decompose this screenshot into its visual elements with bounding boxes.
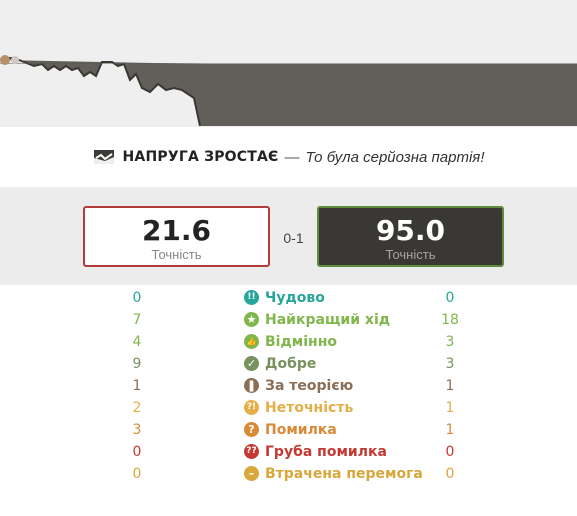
move-classification-label: Відмінно [265, 334, 337, 350]
move-stat-row[interactable]: 9 ✓ Добре 3 [0, 353, 577, 375]
move-classification-label: Чудово [265, 290, 325, 306]
white-move-count: 1 [132, 378, 142, 394]
white-move-count: 3 [132, 422, 142, 438]
move-classification-label: Найкращий хід [265, 312, 391, 328]
game-result: 0-1 [283, 230, 304, 246]
move-classification-label: Неточність [265, 400, 354, 416]
move-classification-label: Груба помилка [265, 444, 387, 460]
tension-graph-icon [93, 148, 115, 166]
white-accuracy-label: Точність [151, 247, 202, 262]
excellent-icon: 👍 [244, 334, 259, 349]
mistake-icon: ? [244, 422, 259, 437]
headline-subtitle: То була серйозна партія! [305, 148, 485, 166]
best-move-icon: ★ [244, 312, 259, 327]
white-accuracy-value: 21.6 [141, 214, 212, 247]
good-icon: ✓ [244, 356, 259, 371]
move-stat-row[interactable]: 3? Помилка 1 [0, 419, 577, 441]
brilliant-icon: !! [244, 290, 259, 305]
accuracy-bar: 21.6 Точність 0-1 95.0 Точність [0, 187, 577, 285]
move-classification-label: Добре [265, 356, 317, 372]
move-classification-label: Помилка [265, 422, 337, 438]
move-stat-row[interactable]: 4 👍 Відмінно 3 [0, 331, 577, 353]
move-stat-row[interactable]: 0 – Втрачена перемога 0 [0, 463, 577, 485]
blunder-icon: ?? [244, 444, 259, 459]
black-accuracy-card[interactable]: 95.0 Точність [317, 206, 504, 267]
black-move-count: 1 [445, 378, 455, 394]
game-headline: НАПРУГА ЗРОСТАЄ — То була серйозна парті… [0, 127, 577, 187]
black-accuracy-label: Точність [385, 247, 436, 262]
headline-dash: — [284, 148, 300, 166]
black-move-count: 18 [441, 312, 459, 328]
inaccuracy-icon: ?! [244, 400, 259, 415]
missed-win-icon: – [244, 466, 259, 481]
black-move-count: 3 [445, 334, 455, 350]
white-accuracy-card[interactable]: 21.6 Точність [83, 206, 270, 267]
black-move-count: 1 [445, 422, 455, 438]
white-move-count: 7 [132, 312, 142, 328]
white-move-count: 4 [132, 334, 142, 350]
move-classification-table: 0!! Чудово 0 7 ★ Найкращий хід 18 4 👍 Відмінно 3 9 ✓… [0, 287, 577, 485]
move-classification-label: Втрачена перемога [265, 466, 423, 482]
move-stat-row[interactable]: 0?? Груба помилка 0 [0, 441, 577, 463]
black-accuracy-value: 95.0 [375, 214, 446, 247]
black-move-count: 0 [445, 466, 455, 482]
evaluation-chart [0, 0, 577, 127]
white-move-count: 2 [132, 400, 142, 416]
white-move-count: 0 [132, 290, 142, 306]
move-stat-row[interactable]: 0!! Чудово 0 [0, 287, 577, 309]
white-move-count: 9 [132, 356, 142, 372]
evaluation-graph[interactable] [0, 0, 577, 127]
headline-title: НАПРУГА ЗРОСТАЄ [122, 149, 279, 165]
black-move-count: 1 [445, 400, 455, 416]
move-stat-row[interactable]: 2?! Неточність 1 [0, 397, 577, 419]
white-move-count: 0 [132, 466, 142, 482]
move-stat-row[interactable]: 7 ★ Найкращий хід 18 [0, 309, 577, 331]
move-stat-row[interactable]: 1 ❚ За теорією 1 [0, 375, 577, 397]
black-move-count: 0 [445, 444, 455, 460]
black-move-count: 3 [445, 356, 455, 372]
black-move-count: 0 [445, 290, 455, 306]
graph-start-marker [0, 55, 10, 65]
move-classification-label: За теорією [265, 378, 354, 394]
white-move-count: 0 [132, 444, 142, 460]
black-advantage-area [0, 58, 577, 126]
book-icon: ❚ [244, 378, 259, 393]
